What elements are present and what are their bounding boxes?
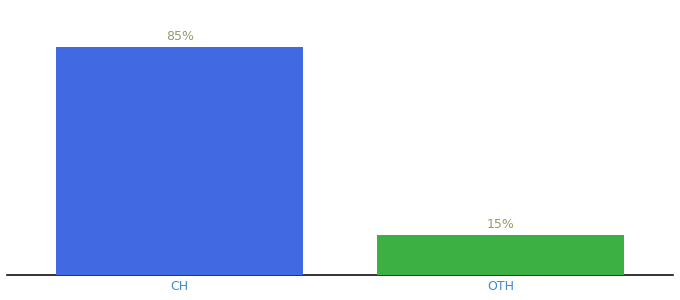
Bar: [377, 235, 624, 275]
Text: 85%: 85%: [166, 30, 194, 43]
Text: 15%: 15%: [486, 218, 514, 231]
Bar: [56, 47, 303, 275]
